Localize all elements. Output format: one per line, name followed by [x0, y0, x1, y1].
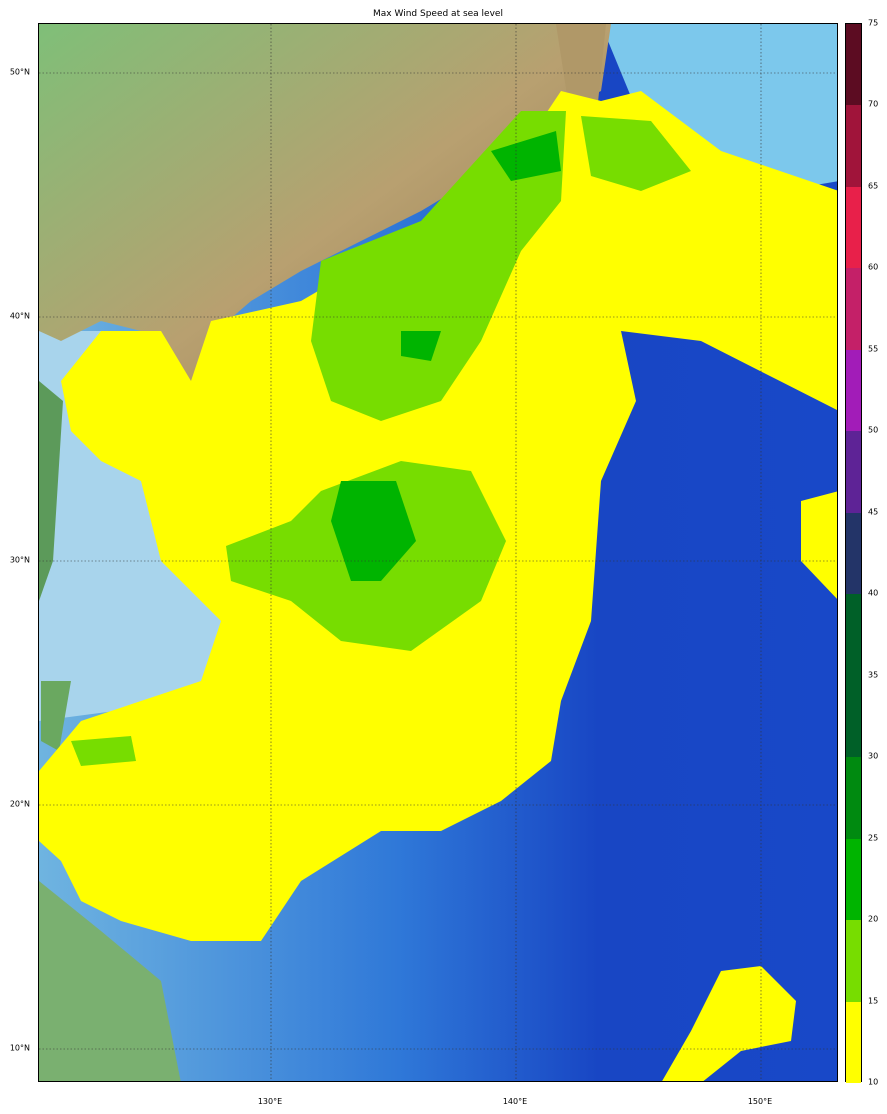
shallow-sea-northeast	[601, 24, 837, 201]
colorbar	[845, 23, 862, 1083]
colorbar-tick-label: 10	[868, 1077, 879, 1087]
colorbar-band-45-50	[846, 431, 861, 513]
colorbar-band-50-55	[846, 349, 861, 432]
colorbar-band-70-75	[846, 24, 861, 106]
latitude-label: 10°N	[9, 1043, 30, 1053]
colorbar-tick-label: 70	[868, 99, 879, 109]
colorbar-tick-label: 20	[868, 914, 879, 924]
wind-15-20-region-west	[71, 736, 136, 766]
longitude-label: 140°E	[502, 1097, 528, 1106]
wind-20-25-region-south	[331, 481, 416, 581]
wind-15-20-region-hokkaido	[581, 116, 691, 191]
latitude-label: 50°N	[9, 67, 30, 77]
colorbar-band-65-70	[846, 105, 861, 187]
colorbar-band-10-15	[846, 1001, 861, 1083]
colorbar-tick-label: 25	[868, 833, 879, 843]
land-philippines	[39, 881, 181, 1081]
colorbar-tick-label: 45	[868, 507, 879, 517]
colorbar-tick-label: 60	[868, 262, 879, 272]
land-taiwan	[41, 681, 71, 751]
wind-20-25-region-center	[401, 331, 441, 361]
map-panel	[38, 23, 838, 1082]
colorbar-band-60-65	[846, 186, 861, 269]
latitude-label: 20°N	[9, 799, 30, 809]
colorbar-band-15-20	[846, 920, 861, 1002]
colorbar-band-55-60	[846, 268, 861, 350]
colorbar-tick-label: 50	[868, 425, 879, 435]
colorbar-band-30-35	[846, 675, 861, 758]
colorbar-band-20-25	[846, 838, 861, 921]
land-asia	[39, 24, 611, 441]
colorbar-band-40-45	[846, 512, 861, 595]
colorbar-band-25-30	[846, 757, 861, 839]
colorbar-tick-label: 35	[868, 670, 879, 680]
longitude-label: 150°E	[747, 1097, 773, 1106]
colorbar-band-35-40	[846, 594, 861, 676]
colorbar-tick-label: 40	[868, 588, 879, 598]
wind-20-25-region-north	[491, 131, 561, 181]
colorbar-tick-label: 55	[868, 344, 879, 354]
longitude-label: 130°E	[257, 1097, 283, 1106]
latitude-label: 40°N	[9, 311, 30, 321]
map-title: Max Wind Speed at sea level	[373, 9, 503, 19]
colorbar-tick-label: 65	[868, 181, 879, 191]
wind-10-15-region-east	[801, 491, 837, 599]
map-svg	[39, 24, 837, 1081]
latitude-label: 30°N	[9, 555, 30, 565]
colorbar-tick-label: 75	[868, 18, 879, 28]
wind-15-20-region-north	[311, 111, 566, 421]
land-china-coast	[39, 381, 63, 601]
colorbar-tick-label: 15	[868, 996, 879, 1006]
wind-10-15-region-south	[662, 966, 796, 1081]
colorbar-tick-label: 30	[868, 751, 879, 761]
